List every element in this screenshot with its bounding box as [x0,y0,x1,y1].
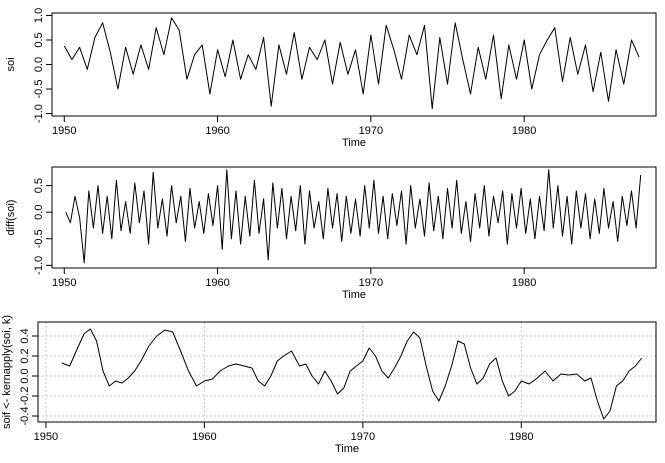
plot-frame [37,321,657,423]
x-tick-label: 1950 [52,125,76,137]
y-tick-label: 0.4 [19,328,31,343]
x-tick-label: 1950 [52,277,76,289]
x-tick-label: 1970 [359,277,383,289]
y-tick-label: 0.0 [19,368,31,383]
y-tick-label: -1.0 [33,256,45,275]
x-tick-label: 1980 [512,277,536,289]
x-tick-label: 1980 [509,431,533,443]
y-tick-label: -0.5 [33,80,45,99]
x-tick-label: 1960 [192,431,216,443]
y-axis-title: diff(soi) [5,200,17,236]
series-line [65,169,642,264]
x-tick-label: 1970 [351,431,375,443]
series-line [61,328,643,420]
x-axis-title: Time [342,137,366,149]
series-line [63,17,640,110]
x-tick-label: 1960 [205,277,229,289]
y-tick-label: 0.5 [33,178,45,193]
y-tick-label: -0.5 [33,229,45,248]
x-tick-label: 1980 [512,125,536,137]
panel-soi: 1950 1960 1970 1980 -1.0 -0.5 0.0 0.5 1.0 Time soi [5,8,657,149]
y-tick-label: -1.0 [33,104,45,123]
x-tick-label: 1950 [34,431,58,443]
plot-frame [51,166,657,269]
y-tick-label: 0.0 [33,205,45,220]
y-tick-label: 0.2 [19,348,31,363]
y-tick-label: -0.4 [19,407,31,426]
y-tick-label: 1.0 [33,8,45,23]
x-axis-title: Time [342,289,366,301]
y-tick-label: 0.5 [33,32,45,47]
y-axis-title: soif <- kernapply(soi, k) [1,315,13,429]
y-tick-label: -0.2 [19,387,31,406]
x-tick-label: 1960 [205,125,229,137]
panel-diff-soi: 1950 1960 1970 1980 -1.0 -0.5 0.0 0.5 Time diff(s… [5,166,657,301]
panel-smoothed-soi: 1950 1960 1970 1980 -0.4-0.2 0.0 0.2 0.4 Time soi… [1,315,657,455]
x-axis-title: Time [335,443,359,455]
x-tick-label: 1970 [359,125,383,137]
y-axis-title: soi [5,57,17,71]
y-tick-label: 0.0 [33,57,45,72]
